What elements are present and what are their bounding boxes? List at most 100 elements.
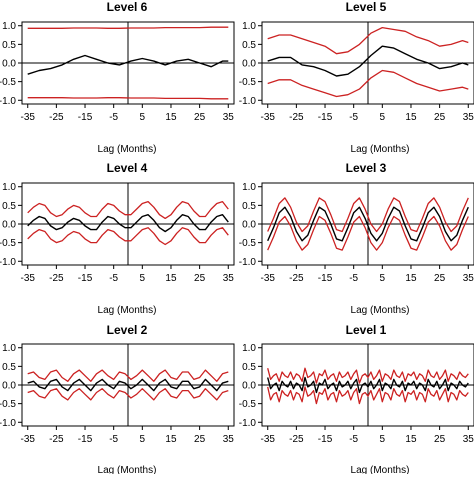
x-tick-label: 25	[194, 273, 206, 284]
x-tick-label: -25	[289, 112, 304, 123]
x-axis-label: Lag (Months)	[351, 305, 410, 316]
y-tick-label: -1.0	[239, 257, 257, 268]
x-tick-label: -35	[261, 273, 276, 284]
series-line-lower	[27, 388, 229, 401]
series-line-upper	[27, 26, 229, 29]
y-tick-label: -0.5	[239, 399, 257, 410]
panel: 1.0 0.5 0.0 -0.5 -1.0 -35 -25 -15 -5 5 15 25 35	[0, 21, 235, 123]
y-tick-label: -0.5	[239, 77, 257, 88]
panel-title: Level 5	[346, 0, 387, 14]
panel: 1.0 0.5 0.0 -0.5 -1.0 -35 -25 -15 -5 5 15 25 35	[0, 182, 235, 284]
y-tick-label: -1.0	[0, 418, 16, 429]
x-tick-label: 25	[194, 112, 206, 123]
y-tick-label: 0.5	[242, 40, 256, 51]
series-line-lower	[267, 215, 469, 251]
y-tick-label: 0.0	[242, 59, 256, 70]
x-tick-label: -25	[49, 434, 64, 445]
x-tick-label: 35	[463, 273, 474, 284]
x-tick-label: 5	[140, 112, 146, 123]
x-tick-label: 15	[165, 112, 177, 123]
x-tick-label: -5	[349, 112, 358, 123]
series-line-lower	[27, 97, 229, 100]
x-axis-label: Lag (Months)	[351, 465, 410, 474]
x-tick-label: -5	[109, 112, 118, 123]
x-tick-label: 15	[405, 273, 417, 284]
x-tick-label: 15	[405, 112, 417, 123]
x-tick-label: 25	[434, 273, 446, 284]
x-tick-label: -15	[78, 434, 93, 445]
series-line-lower	[267, 386, 469, 405]
series-line-upper	[267, 367, 469, 384]
y-tick-label: -1.0	[0, 257, 16, 268]
x-tick-label: 35	[463, 112, 474, 123]
panel-title: Level 6	[107, 0, 148, 14]
y-tick-label: -0.5	[0, 238, 16, 249]
x-tick-label: -5	[349, 273, 358, 284]
x-tick-label: 5	[380, 112, 386, 123]
y-tick-label: 0.5	[242, 201, 256, 212]
x-tick-label: -15	[78, 112, 93, 123]
x-axis-label: Lag (Months)	[98, 305, 157, 316]
series-line-estimate	[267, 206, 469, 242]
panel-title: Level 3	[346, 161, 387, 175]
x-tick-label: 5	[380, 273, 386, 284]
x-tick-label: 5	[140, 273, 146, 284]
x-axis-label: Lag (Months)	[351, 144, 410, 155]
y-tick-label: 0.5	[2, 362, 16, 373]
y-tick-label: 1.0	[242, 21, 256, 32]
x-tick-label: -35	[261, 112, 276, 123]
series-line-upper	[267, 197, 469, 233]
x-tick-label: -25	[289, 434, 304, 445]
x-tick-label: -5	[109, 434, 118, 445]
panel: 1.0 0.5 0.0 -0.5 -1.0 -35 -25 -15 -5 5 15 25 35	[239, 343, 474, 445]
x-tick-label: 15	[165, 273, 177, 284]
y-tick-label: 0.5	[242, 362, 256, 373]
series-line-upper	[27, 369, 229, 382]
x-tick-label: -25	[49, 273, 64, 284]
y-tick-label: -0.5	[239, 238, 257, 249]
x-tick-label: -35	[261, 434, 276, 445]
panel: 1.0 0.5 0.0 -0.5 -1.0 -35 -25 -15 -5 5 15 25 35	[239, 21, 474, 123]
x-tick-label: 35	[463, 434, 474, 445]
x-tick-label: -5	[349, 434, 358, 445]
x-tick-label: 5	[380, 434, 386, 445]
x-tick-label: 15	[405, 434, 417, 445]
series-line-estimate	[267, 45, 469, 77]
series-line-upper	[27, 200, 229, 220]
series-line-estimate	[27, 54, 229, 75]
y-tick-label: 1.0	[242, 343, 256, 354]
x-tick-label: -35	[21, 273, 36, 284]
y-tick-label: 0.0	[242, 381, 256, 392]
series-line-lower	[267, 69, 469, 98]
x-tick-label: 15	[165, 434, 177, 445]
x-tick-label: -15	[78, 273, 93, 284]
y-tick-label: 0.5	[2, 201, 16, 212]
y-tick-label: -1.0	[239, 418, 257, 429]
panel-title: Level 4	[107, 161, 148, 175]
x-tick-label: -5	[109, 273, 118, 284]
series-line-estimate	[267, 376, 469, 394]
series-line-upper	[267, 26, 469, 55]
y-tick-label: 1.0	[2, 21, 16, 32]
y-tick-label: 0.0	[242, 220, 256, 231]
x-tick-label: -15	[318, 434, 333, 445]
x-tick-label: 25	[434, 112, 446, 123]
panel-title: Level 1	[346, 323, 387, 337]
y-tick-label: 0.0	[2, 59, 16, 70]
x-tick-label: 35	[223, 112, 235, 123]
y-tick-label: -1.0	[0, 96, 16, 107]
x-axis-label: Lag (Months)	[98, 144, 157, 155]
x-tick-label: 5	[140, 434, 146, 445]
y-tick-label: 0.0	[2, 381, 16, 392]
y-tick-label: 1.0	[242, 182, 256, 193]
x-tick-label: 25	[194, 434, 206, 445]
x-tick-label: -35	[21, 434, 36, 445]
x-tick-label: -35	[21, 112, 36, 123]
series-line-estimate	[27, 378, 229, 392]
x-tick-label: -15	[318, 273, 333, 284]
x-tick-label: 35	[223, 273, 235, 284]
x-tick-label: -25	[289, 273, 304, 284]
x-tick-label: -25	[49, 112, 64, 123]
